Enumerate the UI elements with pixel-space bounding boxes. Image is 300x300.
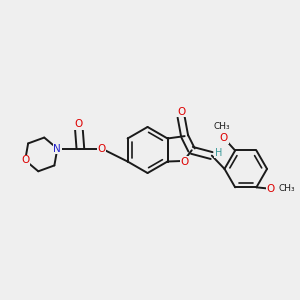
Text: O: O	[266, 184, 275, 194]
Text: O: O	[21, 155, 29, 165]
Text: H: H	[214, 148, 222, 158]
Text: CH₃: CH₃	[213, 122, 230, 131]
Text: O: O	[220, 133, 228, 143]
Text: O: O	[181, 157, 189, 166]
Text: O: O	[98, 144, 106, 154]
Text: O: O	[177, 106, 185, 117]
Text: CH₃: CH₃	[279, 184, 296, 193]
Text: O: O	[75, 119, 83, 129]
Text: N: N	[53, 144, 61, 154]
